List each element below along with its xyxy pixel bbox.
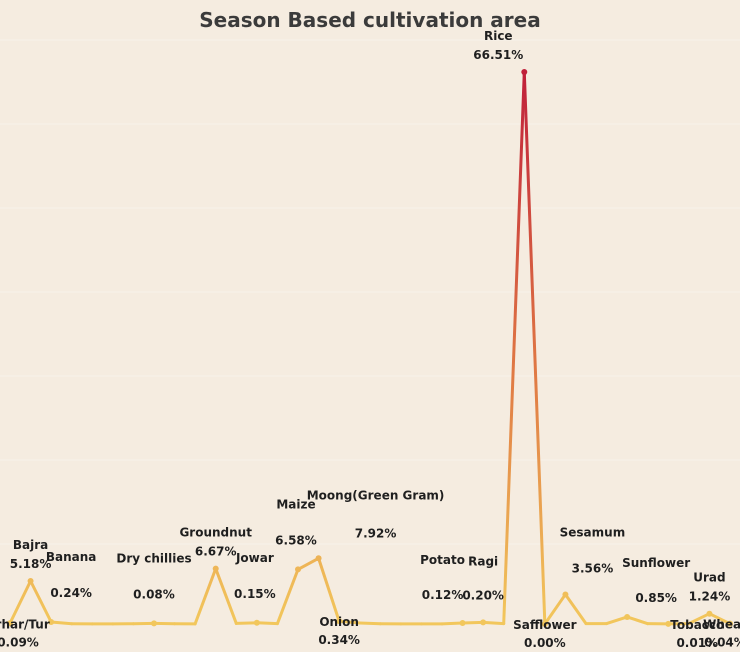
category-label: Banana (46, 550, 97, 564)
value-label: 1.24% (689, 590, 731, 604)
series-segment (214, 567, 238, 625)
series-segment (193, 567, 218, 626)
data-point-moong-green-gram-[interactable] (315, 555, 322, 562)
series-segment (625, 615, 650, 626)
value-label: 0.00% (524, 636, 566, 650)
category-label: Jowar (235, 551, 274, 565)
category-label: Tobacco (670, 618, 724, 632)
data-point-rice[interactable] (521, 69, 528, 75)
value-label: 7.92% (355, 526, 397, 540)
series-segment (317, 556, 341, 623)
series-segment (522, 70, 547, 626)
category-label: Dry chillies (116, 551, 191, 565)
data-point-ragi[interactable] (480, 619, 487, 626)
series-segment (687, 612, 711, 626)
value-label: 0.04% (704, 636, 740, 650)
value-label: 0.15% (234, 587, 276, 601)
data-point-tobacco[interactable] (665, 620, 672, 627)
data-point-urad[interactable] (706, 610, 713, 617)
series-segment (337, 619, 362, 625)
series-segment (275, 567, 300, 626)
data-point-onion[interactable] (336, 618, 343, 625)
category-label: Urad (693, 571, 725, 585)
category-label: Ragi (468, 554, 498, 568)
value-label: 0.24% (50, 586, 92, 600)
series-segment (563, 592, 588, 626)
category-label: Sunflower (622, 556, 690, 570)
value-label: 0.01% (676, 636, 718, 650)
data-point-maize[interactable] (295, 566, 301, 573)
series-segment (707, 612, 732, 626)
value-label: 5.18% (10, 557, 52, 571)
category-label: Wheat (703, 618, 740, 632)
data-point-dry-chillies[interactable] (151, 620, 157, 627)
series-segment (440, 621, 465, 626)
series-segment (234, 621, 259, 625)
data-point-sunflower[interactable] (624, 613, 631, 620)
series-segment (502, 70, 526, 626)
data-point-groundnut[interactable] (212, 565, 219, 572)
series-segment (8, 579, 33, 625)
series-segment (296, 556, 321, 571)
value-label: 66.51% (473, 48, 523, 62)
category-label: Moong(Green Gram) (307, 488, 445, 502)
series-segment (29, 579, 53, 624)
value-label: 6.67% (195, 545, 237, 559)
chart-title: Season Based cultivation area (199, 8, 541, 32)
value-label: 0.12% (422, 588, 464, 602)
series-segment (543, 592, 567, 626)
category-label: Rice (484, 29, 513, 43)
category-label: Maize (276, 497, 315, 511)
value-label: 3.56% (572, 561, 614, 575)
data-point-safflower[interactable] (541, 621, 548, 627)
category-label: Bajra (13, 538, 48, 552)
value-label: 6.58% (275, 533, 317, 547)
category-label: Sesamum (560, 525, 626, 539)
series-segment (461, 620, 485, 625)
data-point-bajra[interactable] (27, 578, 34, 585)
series-segment (255, 621, 279, 626)
data-point-potato[interactable] (459, 620, 466, 627)
data-point-jowar[interactable] (253, 619, 260, 626)
data-point-sesamum[interactable] (562, 591, 569, 598)
series-segment (358, 621, 382, 626)
series-segment (605, 615, 629, 626)
value-label: 0.08% (133, 587, 175, 601)
series-segment (481, 620, 506, 626)
category-label: Onion (319, 615, 359, 629)
value-label: 0.20% (462, 588, 504, 602)
data-point-banana[interactable] (48, 619, 55, 626)
value-label: 0.85% (635, 591, 677, 605)
data-point-arhar-tur[interactable] (7, 620, 13, 627)
value-label: 0.34% (318, 633, 360, 647)
category-label: Safflower (513, 618, 577, 632)
category-label: Arhar/Tur (0, 617, 50, 631)
series-segment (49, 620, 74, 626)
category-label: Potato (420, 553, 465, 567)
category-label: Groundnut (179, 526, 252, 540)
value-label: 0.09% (0, 635, 39, 649)
data-point-wheat[interactable] (727, 620, 733, 627)
